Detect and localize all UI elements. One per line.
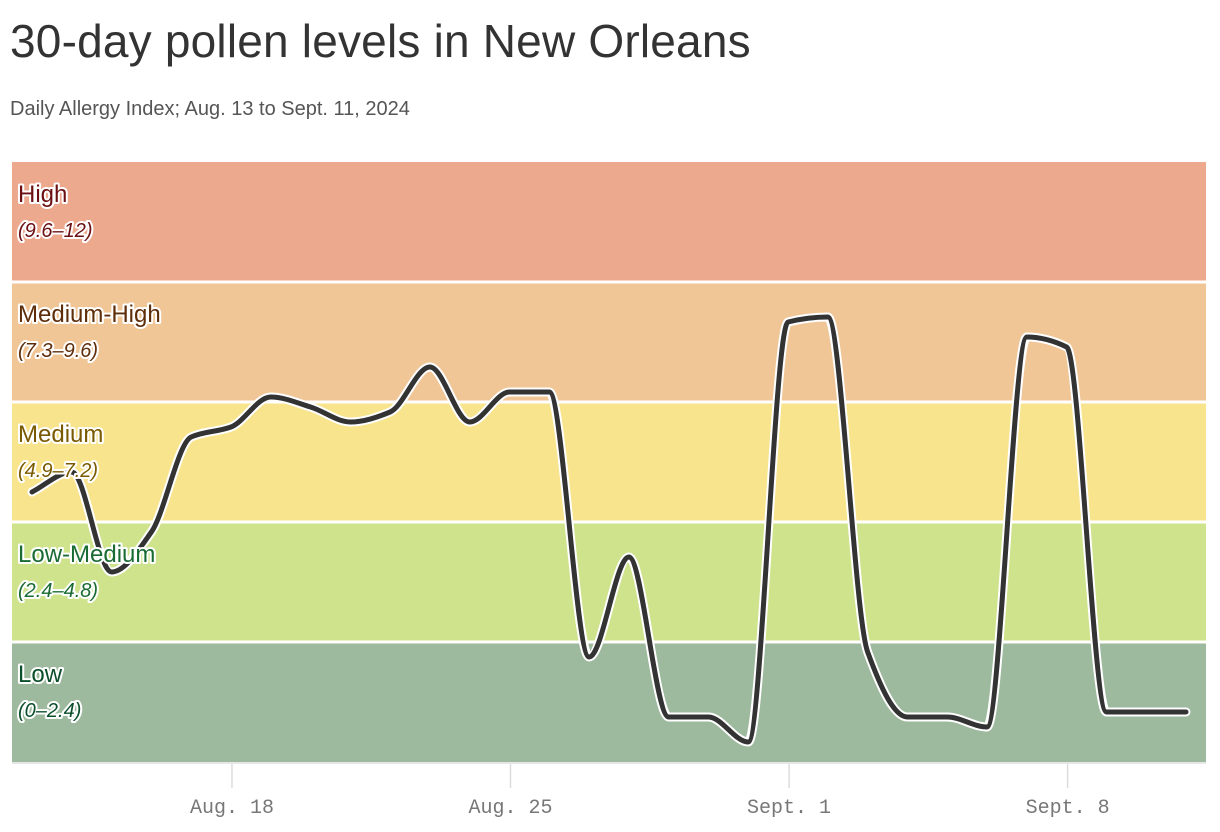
band-label-high: High (18, 181, 67, 208)
band-range-low: (0–2.4) (18, 700, 81, 722)
band-range-medium: (4.9–7.2) (18, 460, 98, 482)
band-high (12, 162, 1206, 281)
bands-layer (12, 162, 1206, 762)
band-labels: High (9.6–12) Medium-High (7.3–9.6) Medium (4… (16, 179, 163, 724)
band-range-high: (9.6–12) (18, 220, 93, 242)
x-tick-label-aug-25: Aug. 25 (469, 797, 553, 820)
x-axis: Aug. 18 Aug. 25 Sept. 1 Sept. 8 (12, 762, 1206, 820)
x-tick-label-aug-18: Aug. 18 (190, 797, 274, 820)
chart-subtitle: Daily Allergy Index; Aug. 13 to Sept. 11… (10, 98, 410, 120)
band-range-medium-high: (7.3–9.6) (18, 340, 98, 362)
chart-title: 30-day pollen levels in New Orleans (10, 15, 751, 67)
band-low (12, 643, 1206, 762)
line-layer (27, 312, 1191, 747)
band-medium (12, 403, 1206, 521)
pollen-line-chart: Aug. 18 Aug. 25 Sept. 1 Sept. 8 High (9.6–12… (12, 162, 1206, 820)
x-tick-label-sept-8: Sept. 8 (1026, 797, 1110, 820)
band-label-low: Low (18, 661, 63, 688)
band-label-medium-high: Medium-High (18, 301, 161, 328)
band-label-medium: Medium (18, 421, 103, 448)
series-line (29, 314, 1189, 745)
band-medium-high (12, 283, 1206, 401)
band-label-low-medium: Low-Medium (18, 541, 155, 568)
band-range-low-medium: (2.4–4.8) (18, 580, 98, 602)
x-tick-label-sept-1: Sept. 1 (747, 797, 831, 820)
